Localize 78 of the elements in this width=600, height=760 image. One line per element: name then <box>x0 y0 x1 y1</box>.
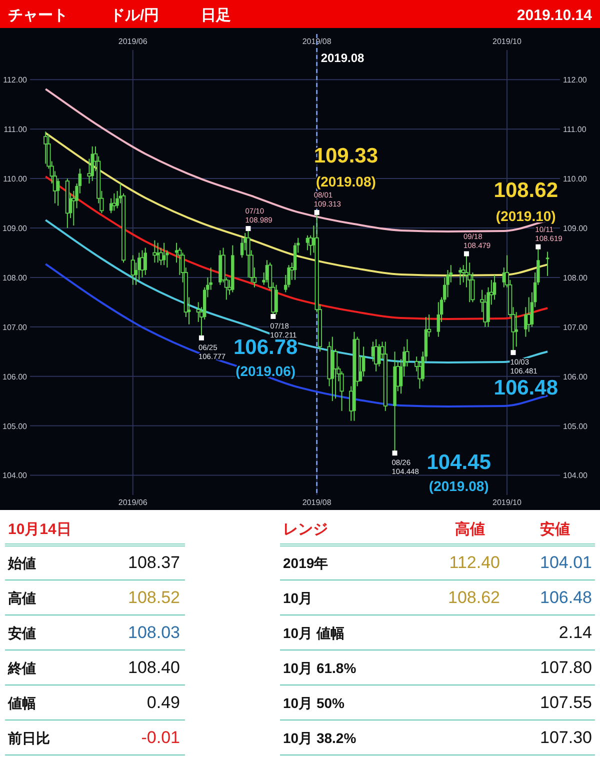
text: 108.03 <box>128 623 180 642</box>
y-tick-label: 106.00 <box>2 372 28 382</box>
text: 10月14日 <box>8 521 72 538</box>
candlestick <box>56 178 60 206</box>
y-tick-label: 108.00 <box>2 273 28 282</box>
y2-tick-label: 111.00 <box>563 125 587 134</box>
x2-tick-label: 2019/06 <box>118 37 148 46</box>
annotation: 106.48 <box>494 376 558 400</box>
text: 2.14 <box>558 623 592 642</box>
x-tick-label: 2019/06 <box>118 498 148 507</box>
annotation: 104.45 (2019.08) <box>426 451 492 494</box>
candlestick <box>514 312 518 348</box>
text: 高値 <box>455 520 485 538</box>
x2-tick-label: 2019/10 <box>492 37 522 46</box>
text: 104.01 <box>540 553 592 572</box>
text: 107.55 <box>540 693 592 712</box>
candlestick <box>340 370 344 412</box>
ref-line-label: 2019.08 <box>320 51 365 65</box>
text: ドル/円 <box>110 7 160 24</box>
category-label: 10月 61.8% <box>283 660 357 676</box>
text: 107.30 <box>540 728 592 747</box>
y2-tick-label: 105.00 <box>563 422 588 431</box>
candlestick <box>156 242 160 264</box>
y2-tick-label: 106.00 <box>563 372 588 382</box>
text: 日足 <box>201 7 232 24</box>
category-label: 高値 <box>8 590 36 606</box>
candlestick <box>44 131 48 164</box>
y2-tick-label: 104.00 <box>563 471 588 480</box>
x2-tick-label: 2019/08 <box>302 37 332 46</box>
text: 0.49 <box>146 693 180 712</box>
text: 108.52 <box>128 588 180 607</box>
text: チャート <box>8 7 68 24</box>
category-label: 10月 50% <box>283 695 346 711</box>
candlestick <box>458 267 462 286</box>
y2-tick-label: 110.00 <box>563 174 588 184</box>
y2-tick-label: 107.00 <box>563 322 588 332</box>
text: 108.62 <box>448 588 500 607</box>
candlestick <box>546 251 550 276</box>
text: 107.80 <box>540 658 592 677</box>
candlestick <box>240 237 244 258</box>
y-tick-label: 107.00 <box>2 322 28 332</box>
annotation: 109.33 (2019.08) <box>314 144 378 190</box>
category-label: 2019年 <box>283 555 328 571</box>
y-tick-label: 109.00 <box>2 224 28 233</box>
annotation: 108.62 (2019.10) <box>494 178 558 224</box>
y-tick-label: 111.00 <box>4 125 28 134</box>
candlestick <box>274 284 278 316</box>
candlestick <box>492 274 496 300</box>
candlestick <box>144 247 147 276</box>
y-tick-label: 110.00 <box>3 174 28 184</box>
text: レンジ <box>283 521 328 538</box>
text: 108.37 <box>128 553 180 572</box>
text: -0.01 <box>141 728 180 747</box>
category-label: 安値 <box>8 625 36 641</box>
category-label: 終値 <box>7 660 36 676</box>
candlestick <box>140 250 144 278</box>
y-tick-label: 112.00 <box>3 76 28 85</box>
candlestick <box>130 254 135 286</box>
y2-tick-label: 112.00 <box>563 76 588 85</box>
category-label: 10月 <box>283 590 313 606</box>
text: 106.48 <box>540 588 592 607</box>
text: 2019.10.14 <box>516 7 593 24</box>
y-tick-label: 105.00 <box>2 422 28 431</box>
text: 安値 <box>540 520 570 538</box>
y2-tick-label: 108.00 <box>563 273 588 282</box>
y-tick-label: 104.00 <box>2 471 28 480</box>
category-label: 値幅 <box>7 695 36 711</box>
x-tick-label: 2019/08 <box>302 498 332 507</box>
y2-tick-label: 109.00 <box>563 224 588 233</box>
text: 112.40 <box>449 553 500 572</box>
text: 108.40 <box>128 658 180 677</box>
candlestick <box>378 344 381 367</box>
category-label: 前日比 <box>7 730 50 746</box>
x-tick-label: 2019/10 <box>492 498 522 507</box>
category-label: 10月 値幅 <box>283 625 344 641</box>
category-label: 10月 38.2% <box>283 730 357 746</box>
category-label: 始値 <box>7 555 36 571</box>
candlestick <box>162 242 166 266</box>
